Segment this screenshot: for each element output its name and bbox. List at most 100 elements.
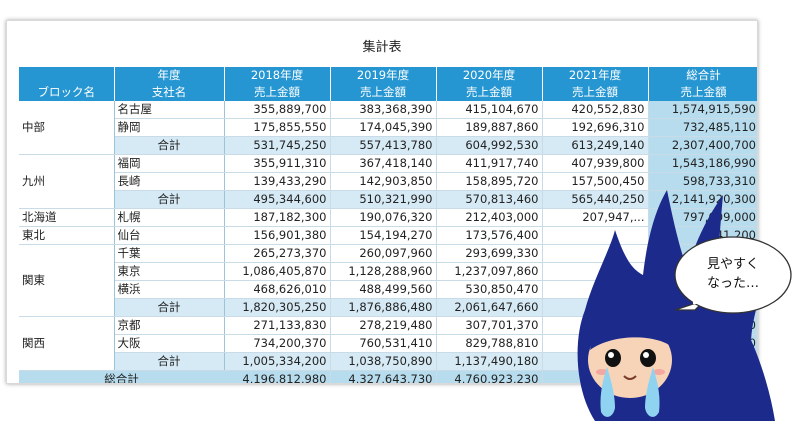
subtotal-label: 合計: [114, 352, 225, 371]
total-amount-cell: 598,733,310: [648, 172, 757, 191]
sales-amount-cell: 367,418,140: [330, 154, 437, 173]
header-cell: 支社名: [114, 84, 225, 101]
subtotal-label: 合計: [114, 298, 225, 317]
subtotal-row: 合計 495,344,600 510,321,990 570,813,460 565,4…: [19, 190, 757, 209]
sales-amount-cell: 570,813,460: [436, 190, 543, 209]
sales-amount-cell: 173,576,400: [436, 226, 543, 245]
block-name-cell: 東北: [19, 226, 115, 245]
branch-name-cell: 長崎: [114, 172, 225, 191]
branch-name-cell: 東京: [114, 262, 225, 281]
branch-name-cell: 札幌: [114, 208, 225, 227]
sales-amount-cell: 154,194,270: [330, 226, 437, 245]
header-cell: 売上金額: [436, 84, 543, 101]
header-cell: 売上金額: [648, 84, 757, 101]
sales-amount-cell: 4,327,643,730: [330, 370, 437, 383]
subtotal-label: 合計: [114, 190, 225, 209]
block-name-cell: 関東: [19, 244, 115, 317]
sales-amount-cell: 157,500,450: [542, 172, 649, 191]
header-cell: 総合計: [648, 67, 757, 84]
sales-amount-cell: 1,005,334,200: [224, 352, 331, 371]
branch-name-cell: 大阪: [114, 334, 225, 353]
branch-name-cell: 横浜: [114, 280, 225, 299]
sales-amount-cell: 4,196,812,980: [224, 370, 331, 383]
total-amount-cell: 1,543,186,990: [648, 154, 757, 173]
branch-name-cell: 仙台: [114, 226, 225, 245]
sales-amount-cell: 415,104,670: [436, 101, 543, 119]
sales-amount-cell: 510,321,990: [330, 190, 437, 209]
sales-amount-cell: 190,076,320: [330, 208, 437, 227]
header-cell: 2021年度: [542, 67, 649, 84]
sales-amount-cell: [542, 226, 649, 245]
sales-amount-cell: 142,903,850: [330, 172, 437, 191]
subtotal-label: 合計: [114, 136, 225, 155]
header-cell: 売上金額: [224, 84, 331, 101]
sales-amount-cell: 488,499,560: [330, 280, 437, 299]
sales-amount-cell: 383,368,390: [330, 101, 437, 119]
sales-amount-cell: 468,626,010: [224, 280, 331, 299]
sales-amount-cell: 530,850,470: [436, 280, 543, 299]
sales-amount-cell: 4,760,923,230: [436, 370, 543, 383]
sales-amount-cell: 2,061,647,660: [436, 298, 543, 317]
branch-name-cell: 名古屋: [114, 101, 225, 119]
sales-amount-cell: 1,237,097,860: [436, 262, 543, 281]
sales-amount-cell: 175,855,550: [224, 118, 331, 137]
block-name-cell: 中部: [19, 101, 115, 155]
sales-amount-cell: 1,137,490,180: [436, 352, 543, 371]
header-cell: 2018年度: [224, 67, 331, 84]
branch-name-cell: 京都: [114, 316, 225, 335]
header-row-year: 年度 2018年度 2019年度 2020年度 2021年度 総合計: [19, 67, 757, 84]
sales-amount-cell: 307,701,370: [436, 316, 543, 335]
table-row: 静岡 175,855,550 174,045,390 189,887,860 192,6…: [19, 118, 757, 137]
bubble-text-line1: 見やすく: [707, 257, 759, 272]
sales-amount-cell: 613,249,140: [542, 136, 649, 155]
bubble-text-line2: なった…: [707, 276, 759, 291]
total-amount-cell: 797,609,000: [648, 208, 757, 227]
header-cell: [19, 67, 115, 84]
sales-amount-cell: 411,917,740: [436, 154, 543, 173]
subtotal-row: 合計 531,745,250 557,413,780 604,992,530 613,2…: [19, 136, 757, 155]
sales-amount-cell: 407,939,800: [542, 154, 649, 173]
total-amount-cell: 2,141,920,300: [648, 190, 757, 209]
grand-total-label: 総合計: [19, 370, 224, 383]
sales-amount-cell: 829,788,810: [436, 334, 543, 353]
sales-amount-cell: 189,887,860: [436, 118, 543, 137]
sales-amount-cell: 495,344,600: [224, 190, 331, 209]
branch-name-cell: 福岡: [114, 154, 225, 173]
total-amount-cell: 1,574,915,590: [648, 101, 757, 119]
sales-amount-cell: 1,038,750,890: [330, 352, 437, 371]
speech-bubble: 見やすく なった…: [674, 236, 792, 314]
sales-amount-cell: 565,440,250: [542, 190, 649, 209]
mascot-tear-left: [600, 367, 615, 417]
sales-amount-cell: 604,992,530: [436, 136, 543, 155]
sales-amount-cell: 174,045,390: [330, 118, 437, 137]
header-cell: 年度: [114, 67, 225, 84]
sales-amount-cell: 420,552,830: [542, 101, 649, 119]
sales-amount-cell: 207,947,...: [542, 208, 649, 227]
header-cell: 2020年度: [436, 67, 543, 84]
sales-amount-cell: 192,696,310: [542, 118, 649, 137]
sales-amount-cell: 1,086,405,870: [224, 262, 331, 281]
sales-amount-cell: 557,413,780: [330, 136, 437, 155]
branch-name-cell: 静岡: [114, 118, 225, 137]
table-row: 北海道 札幌 187,182,300 190,076,320 212,403,000 20…: [19, 208, 757, 227]
table-row: 中部 名古屋 355,889,700 383,368,390 415,104,670 42…: [19, 101, 757, 155]
header-row-label: ブロック名 支社名 売上金額 売上金額 売上金額 売上金額 売上金額: [19, 84, 757, 101]
block-name-cell: 関西: [19, 316, 115, 371]
sales-amount-cell: 139,433,290: [224, 172, 331, 191]
header-cell: 2019年度: [330, 67, 437, 84]
sales-amount-cell: 156,901,380: [224, 226, 331, 245]
mascot-right-eye: [640, 349, 656, 367]
block-name-cell: 北海道: [19, 208, 115, 227]
sales-amount-cell: 265,273,370: [224, 244, 331, 263]
table-row: 九州 福岡 355,911,310 367,418,140 411,917,740 407…: [19, 154, 757, 209]
table-row: 長崎 139,433,290 142,903,850 158,895,720 157,5…: [19, 172, 757, 191]
sales-amount-cell: 734,200,370: [224, 334, 331, 353]
sales-amount-cell: 1,876,886,480: [330, 298, 437, 317]
sales-amount-cell: 1,820,305,250: [224, 298, 331, 317]
sales-amount-cell: 760,531,410: [330, 334, 437, 353]
sales-amount-cell: 278,219,480: [330, 316, 437, 335]
sales-amount-cell: 1,128,288,960: [330, 262, 437, 281]
sales-amount-cell: 212,403,000: [436, 208, 543, 227]
branch-name-cell: 千葉: [114, 244, 225, 263]
header-cell: 売上金額: [542, 84, 649, 101]
